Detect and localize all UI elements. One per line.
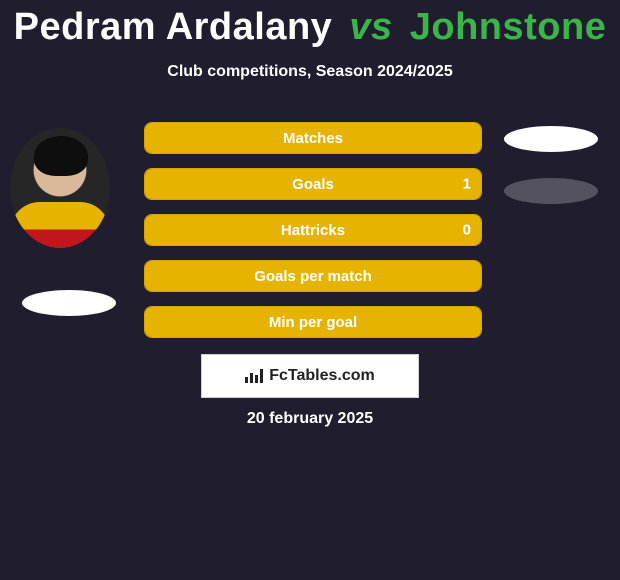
stat-bar-label: Goals [292,176,334,193]
stat-bar-matches: Matches [144,122,482,154]
date-label: 20 february 2025 [0,410,620,428]
player1-placeholder-oval [22,290,116,316]
subtitle: Club competitions, Season 2024/2025 [0,63,620,81]
player2-placeholder-oval-2 [504,178,598,204]
stat-bar-label: Matches [283,130,343,147]
stat-bar-hattricks: Hattricks 0 [144,214,482,246]
page-title: Pedram Ardalany vs Johnstone [0,0,620,49]
title-vs: vs [349,6,392,48]
stat-bars: Matches Goals 1 Hattricks 0 Goals per ma… [144,122,482,352]
brand-text: FcTables.com [269,367,375,385]
title-player2: Johnstone [410,6,607,48]
stat-bar-goals: Goals 1 [144,168,482,200]
stat-bar-min-per-goal: Min per goal [144,306,482,338]
stat-bar-value: 0 [463,222,471,239]
bar-chart-icon [245,369,265,383]
title-player1: Pedram Ardalany [14,6,333,48]
player2-placeholder-oval-1 [504,126,598,152]
player1-avatar [10,128,110,248]
stat-bar-label: Min per goal [269,314,357,331]
comparison-card: Pedram Ardalany vs Johnstone Club compet… [0,0,620,580]
brand-badge[interactable]: FcTables.com [201,354,419,398]
stat-bar-label: Goals per match [254,268,372,285]
stat-bar-label: Hattricks [281,222,345,239]
stat-bar-goals-per-match: Goals per match [144,260,482,292]
stat-bar-value: 1 [463,176,471,193]
